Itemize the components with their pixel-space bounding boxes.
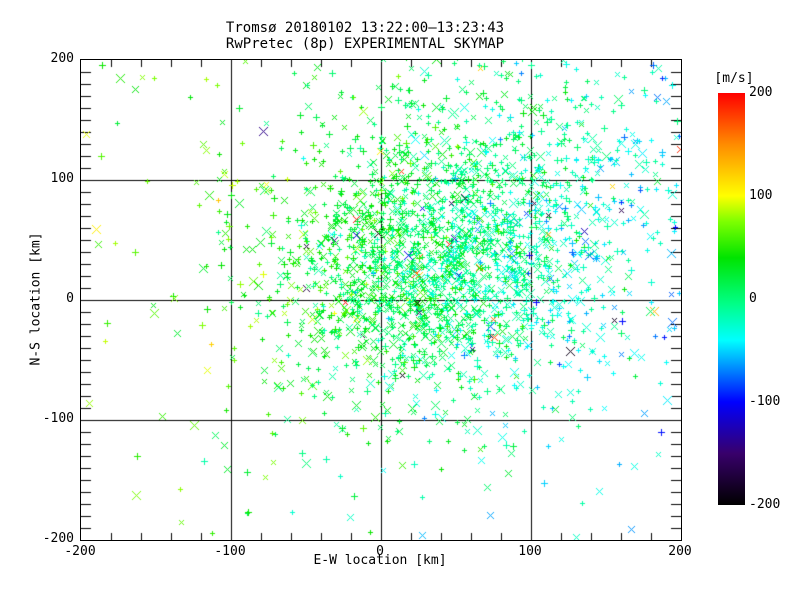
y-tick-label: 200 [50, 51, 74, 66]
colorbar-tick-label: -100 [749, 394, 781, 409]
colorbar-tick-label: 200 [749, 85, 773, 100]
colorbar [718, 93, 745, 505]
y-tick-label: -200 [42, 531, 74, 546]
scatter-canvas [81, 60, 681, 540]
x-tick-label: 0 [376, 544, 384, 559]
plot-subtitle: RwPretec (8p) EXPERIMENTAL SKYMAP [225, 36, 505, 52]
colorbar-tick-label: -200 [749, 497, 781, 512]
y-tick-label: 0 [66, 291, 74, 306]
plot-title: Tromsø 20180102 13:22:00–13:23:43 [225, 20, 505, 36]
y-tick-label: 100 [50, 171, 74, 186]
x-tick-label: 100 [518, 544, 542, 559]
plot-area [80, 59, 682, 541]
colorbar-label: [m/s] [714, 71, 754, 86]
colorbar-tick-label: 0 [749, 291, 757, 306]
x-tick-label: -100 [214, 544, 246, 559]
x-tick-label: -200 [64, 544, 96, 559]
x-tick-label: 200 [668, 544, 692, 559]
colorbar-tick-label: 100 [749, 188, 773, 203]
x-axis-label: E-W location [km] [313, 553, 447, 568]
y-tick-label: -100 [42, 411, 74, 426]
